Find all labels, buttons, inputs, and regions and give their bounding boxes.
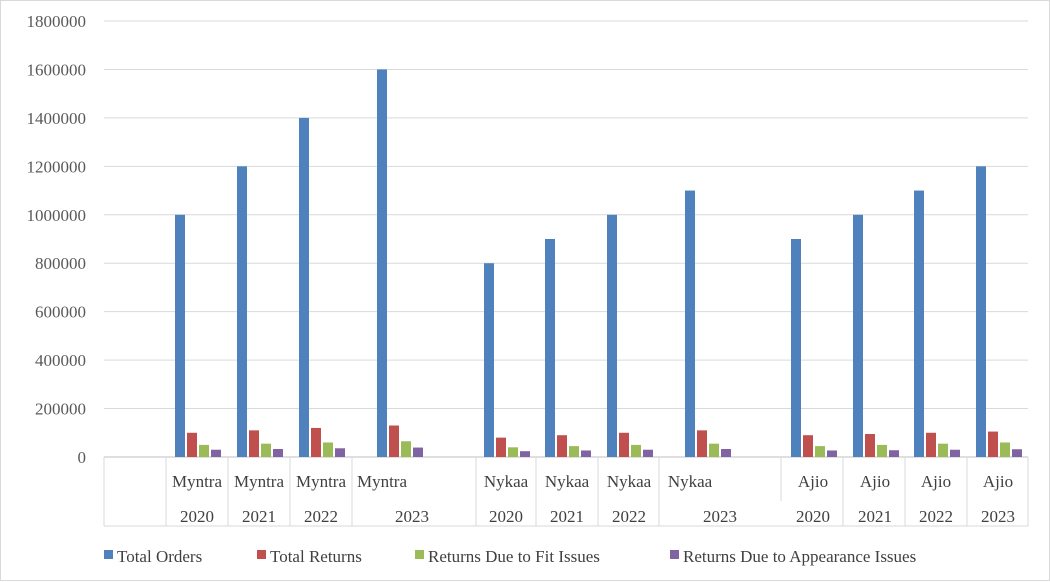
category-company-label: Myntra: [234, 472, 285, 491]
bar-total-returns-6: [619, 432, 629, 457]
bar-total-orders-3: [377, 69, 387, 457]
bar-returns-due-to-fit-issues-7: [709, 443, 719, 457]
bar-returns-due-to-appearance-issues-9: [889, 450, 899, 457]
legend-returns-due-to-fit-issues-swatch: [415, 550, 424, 559]
category-year-label: 2021: [550, 507, 584, 526]
bar-returns-due-to-fit-issues-5: [569, 446, 579, 457]
bar-total-orders-8: [791, 239, 801, 457]
bar-returns-due-to-fit-issues-3: [401, 441, 411, 457]
bar-total-returns-10: [926, 432, 936, 457]
category-year-label: 2022: [919, 507, 953, 526]
category-company-label: Ajio: [983, 472, 1013, 491]
bar-total-orders-5: [545, 239, 555, 457]
y-tick-label: 200000: [35, 400, 86, 419]
y-tick-label: 1000000: [27, 206, 87, 225]
bar-total-returns-8: [803, 435, 813, 457]
y-tick-label: 600000: [35, 303, 86, 322]
bar-total-returns-1: [249, 430, 259, 457]
bar-returns-due-to-fit-issues-6: [631, 444, 641, 457]
bar-returns-due-to-fit-issues-8: [815, 446, 825, 457]
category-year-label: 2021: [242, 507, 276, 526]
y-tick-label: 800000: [35, 254, 86, 273]
bar-total-orders-10: [914, 190, 924, 458]
category-year-label: 2020: [489, 507, 523, 526]
bar-total-returns-5: [557, 435, 567, 457]
category-year-label: 2020: [180, 507, 214, 526]
bar-total-orders-4: [484, 263, 494, 457]
category-year-label: 2022: [612, 507, 646, 526]
bar-total-returns-11: [988, 431, 998, 457]
bar-returns-due-to-appearance-issues-11: [1012, 449, 1022, 457]
bar-returns-due-to-fit-issues-9: [877, 444, 887, 457]
legend-label: Returns Due to Appearance Issues: [683, 547, 916, 566]
bar-total-orders-6: [607, 214, 617, 457]
y-tick-label: 400000: [35, 351, 86, 370]
bar-total-orders-1: [237, 166, 247, 458]
category-company-label: Nykaa: [668, 472, 713, 491]
bar-returns-due-to-appearance-issues-8: [827, 450, 837, 457]
legend-label: Returns Due to Fit Issues: [428, 547, 600, 566]
bar-returns-due-to-appearance-issues-2: [335, 448, 345, 457]
bar-total-returns-2: [311, 427, 321, 457]
category-year-label: 2023: [395, 507, 429, 526]
category-company-label: Nykaa: [484, 472, 529, 491]
bar-total-returns-3: [389, 425, 399, 457]
category-year-label: 2023: [981, 507, 1015, 526]
category-year-label: 2023: [703, 507, 737, 526]
category-company-label: Nykaa: [607, 472, 652, 491]
bar-returns-due-to-fit-issues-4: [508, 447, 518, 457]
category-company-label: Nykaa: [545, 472, 590, 491]
category-company-label: Myntra: [296, 472, 347, 491]
category-year-label: 2020: [796, 507, 830, 526]
bar-total-returns-7: [697, 430, 707, 457]
category-year-label: 2021: [858, 507, 892, 526]
bar-returns-due-to-fit-issues-1: [261, 443, 271, 457]
bar-total-returns-0: [187, 432, 197, 457]
bar-returns-due-to-appearance-issues-3: [413, 447, 423, 457]
bar-total-orders-9: [853, 214, 863, 457]
bar-returns-due-to-appearance-issues-6: [643, 449, 653, 457]
legend-total-orders-swatch: [104, 550, 113, 559]
bar-returns-due-to-fit-issues-0: [199, 444, 209, 457]
bar-returns-due-to-appearance-issues-4: [520, 451, 530, 457]
bar-total-returns-4: [496, 437, 506, 457]
y-tick-label: 1800000: [27, 12, 87, 31]
bar-total-orders-2: [299, 117, 309, 457]
legend-label: Total Orders: [117, 547, 202, 566]
legend-total-returns-swatch: [257, 550, 266, 559]
category-company-label: Ajio: [921, 472, 951, 491]
category-company-label: Ajio: [860, 472, 890, 491]
legend-returns-due-to-appearance-issues-swatch: [670, 550, 679, 559]
bar-returns-due-to-fit-issues-11: [1000, 442, 1010, 457]
y-tick-label: 1400000: [27, 109, 87, 128]
y-tick-label: 0: [78, 448, 87, 467]
bar-returns-due-to-appearance-issues-0: [211, 449, 221, 457]
bar-returns-due-to-appearance-issues-10: [950, 449, 960, 457]
bar-total-returns-9: [865, 433, 875, 457]
bar-total-orders-0: [175, 214, 185, 457]
legend-label: Total Returns: [270, 547, 362, 566]
bar-returns-due-to-appearance-issues-1: [273, 449, 283, 457]
bar-total-orders-11: [976, 166, 986, 458]
category-year-label: 2022: [304, 507, 338, 526]
bar-returns-due-to-appearance-issues-5: [581, 450, 591, 457]
y-tick-label: 1200000: [27, 157, 87, 176]
y-tick-label: 1600000: [27, 60, 87, 79]
bar-returns-due-to-fit-issues-2: [323, 442, 333, 457]
bar-returns-due-to-fit-issues-10: [938, 443, 948, 457]
category-company-label: Myntra: [357, 472, 408, 491]
bar-total-orders-7: [685, 190, 695, 458]
category-company-label: Ajio: [798, 472, 828, 491]
category-company-label: Myntra: [172, 472, 223, 491]
bar-returns-due-to-appearance-issues-7: [721, 449, 731, 457]
